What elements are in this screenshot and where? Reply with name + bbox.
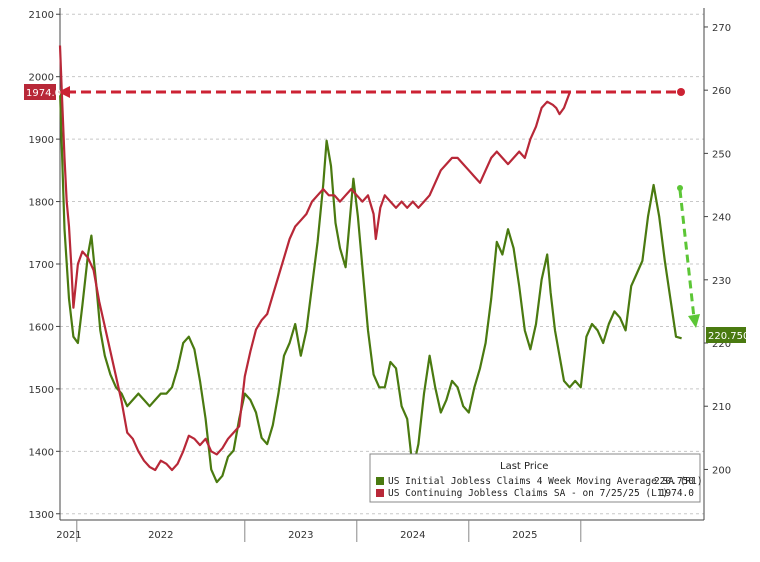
left-tick-label: 2000 [29, 73, 54, 84]
left-tick-label: 1700 [29, 260, 54, 271]
red-arrow-head [58, 86, 70, 98]
x-tick-label: 2022 [148, 530, 173, 541]
x-axis-ticks: 2021 2022 2023 2024 2025 [56, 520, 582, 542]
legend-label-continuing-claims: US Continuing Jobless Claims SA - on 7/2… [388, 488, 668, 499]
right-tick-label: 210 [712, 402, 731, 413]
left-last-price-badge [24, 84, 56, 100]
left-tick-label: 1600 [29, 322, 54, 333]
series [58, 45, 682, 484]
initial-claims-line [58, 90, 682, 484]
right-tick-label: 200 [712, 465, 731, 476]
right-tick-label: 230 [712, 276, 731, 287]
legend-swatch-continuing-claims [376, 489, 384, 497]
x-tick-label: 2021 [56, 530, 81, 541]
legend-value-initial-claims: 220.750 [654, 476, 694, 487]
right-tick-label: 270 [712, 23, 731, 34]
continuing-claims-line [58, 45, 571, 472]
right-tick-label: 250 [712, 149, 731, 160]
right-y-axis-ticks: 200 210 220 230 240 250 260 270 [704, 23, 731, 476]
legend-label-initial-claims: US Initial Jobless Claims 4 Week Moving … [388, 476, 703, 487]
left-tick-label: 1500 [29, 385, 54, 396]
annotations: 1974.0 220.750 [24, 84, 749, 343]
right-tick-label: 240 [712, 213, 731, 224]
left-tick-label: 2100 [29, 10, 54, 21]
x-tick-label: 2024 [400, 530, 425, 541]
legend-title: Last Price [500, 461, 548, 472]
green-arrow-tail-dot [677, 185, 683, 191]
left-tick-label: 1800 [29, 198, 54, 209]
left-tick-label: 1400 [29, 447, 54, 458]
right-tick-label: 260 [712, 86, 731, 97]
grid [60, 13, 704, 515]
right-last-price-badge [706, 327, 746, 343]
red-arrow-tail-dot [677, 88, 685, 96]
x-tick-label: 2025 [512, 530, 537, 541]
legend-value-continuing-claims: 1974.0 [660, 488, 695, 499]
right-last-price-label: 220.750 [708, 331, 749, 342]
legend-swatch-initial-claims [376, 477, 384, 485]
x-tick-label: 2023 [288, 530, 313, 541]
left-y-axis-ticks: 1300 1400 1500 1600 1700 1800 1900 2000 2100 [29, 10, 60, 521]
left-tick-label: 1900 [29, 135, 54, 146]
green-arrow-head [688, 314, 700, 328]
right-tick-label: 220 [712, 339, 731, 350]
left-last-price-label: 1974.0 [26, 88, 61, 99]
legend: Last Price US Initial Jobless Claims 4 W… [369, 453, 703, 503]
legend-box [369, 453, 701, 503]
left-tick-label: 1300 [29, 510, 54, 521]
initial-claims-decline-arrow [678, 189, 696, 319]
